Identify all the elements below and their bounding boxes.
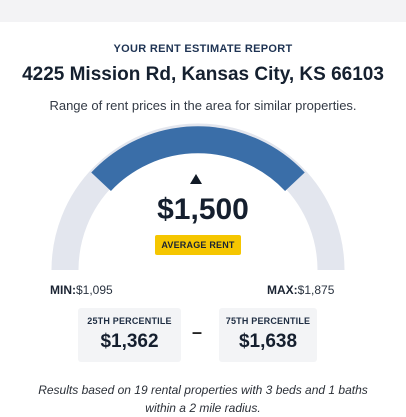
percentile-25-value: $1,362 (100, 331, 159, 352)
property-address: 4225 Mission Rd, Kansas City, KS 66103 (22, 64, 384, 85)
footnote-line-2: within a 2 mile radius. (145, 401, 261, 415)
min-rent-label: MIN: (50, 283, 76, 297)
min-rent-value: $1,095 (76, 283, 113, 297)
average-rent-value: $1,500 (157, 193, 249, 226)
gauge-range-highlight (91, 126, 305, 192)
max-rent: MAX:$1,875 (267, 283, 334, 297)
report-subtitle: Range of rent prices in the area for sim… (49, 98, 357, 113)
report-heading: YOUR RENT ESTIMATE REPORT (113, 43, 293, 55)
percentile-separator: – (192, 322, 203, 342)
min-rent: MIN:$1,095 (50, 283, 113, 297)
percentile-75-box: 75TH PERCENTILE $1,638 (219, 308, 317, 362)
percentile-25-box: 25TH PERCENTILE $1,362 (78, 308, 181, 362)
percentile-75-value: $1,638 (238, 331, 298, 352)
percentile-75-label: 75TH PERCENTILE (225, 316, 311, 326)
results-footnote: Results based on 19 rental properties wi… (0, 381, 406, 417)
average-marker-icon (190, 174, 202, 184)
percentile-25-label: 25TH PERCENTILE (87, 316, 172, 326)
footnote-line-1: Results based on 19 rental properties wi… (38, 383, 368, 397)
max-rent-label: MAX: (267, 283, 298, 297)
max-rent-value: $1,875 (297, 283, 335, 297)
average-rent-badge: AVERAGE RENT (155, 235, 241, 255)
